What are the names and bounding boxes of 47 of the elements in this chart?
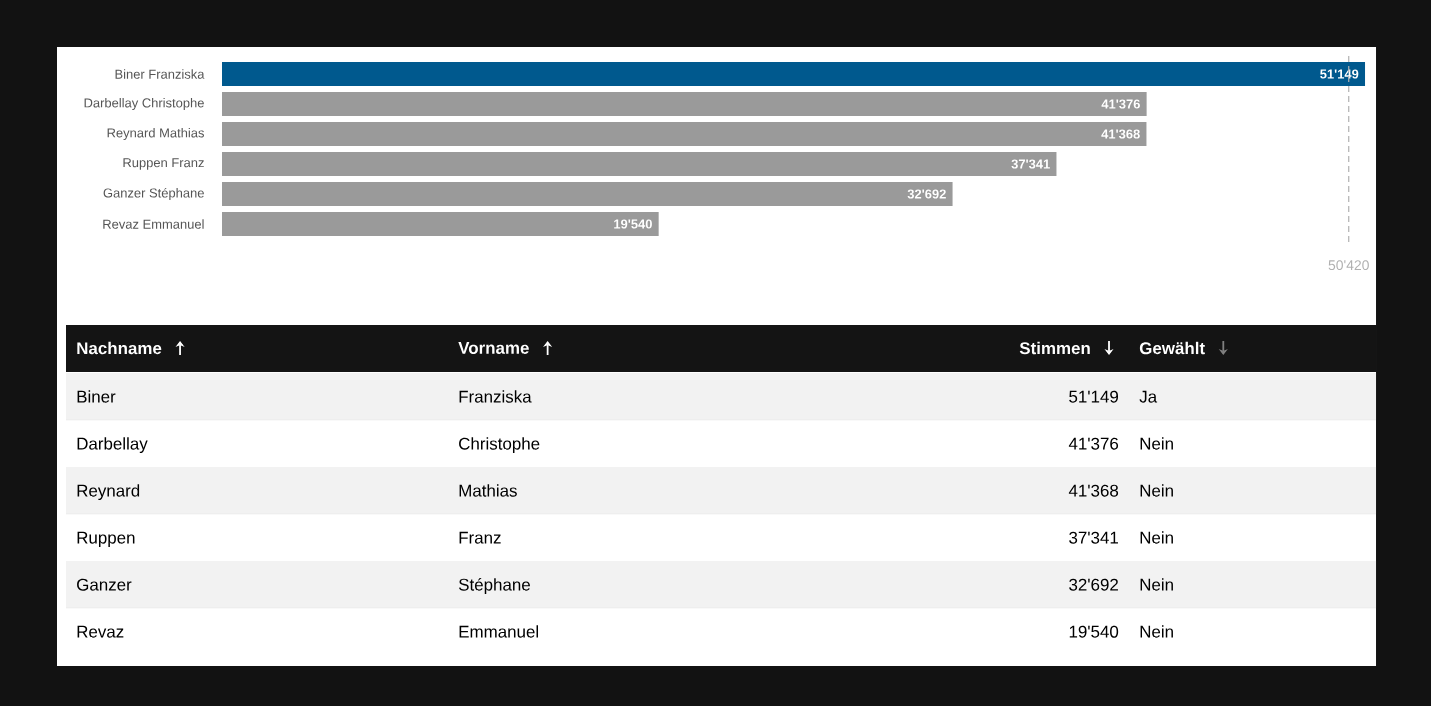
text: Ganzer [77,578,132,591]
bar [222,62,1366,87]
y-tick-label: Darbellay Christophe [84,97,204,111]
text: Emmanuel [459,625,539,638]
bar [222,92,1147,117]
text: Franz [459,531,501,544]
y-tick-label: Ganzer Stéphane [103,187,204,201]
y-tick-label: Revaz Emmanuel [103,219,204,229]
bar [222,212,659,237]
text: Nein [1140,531,1173,544]
text: Biner [77,390,116,403]
data-label: 32'692 [907,189,946,199]
text: Christophe [459,437,540,454]
text: Nein [1140,437,1173,450]
y-tick-label: Reynard Mathias [107,127,204,141]
data-label: 41'368 [1101,129,1140,139]
text: Stimmen [1019,341,1090,355]
data-label: 37'341 [1011,159,1050,169]
text: Stéphane [458,578,530,595]
text: 51'149 [1069,390,1119,403]
text: 41'376 [1068,437,1119,450]
bar [222,122,1147,147]
text: Ja [1139,390,1158,403]
text: Vorname [458,342,529,354]
text: Nein [1140,484,1173,497]
text: Darbellay [77,437,148,454]
text: Ruppen [77,531,135,548]
text: Nachname [77,341,162,355]
text: Mathias [459,484,517,497]
bar [222,182,953,207]
y-tick-label: Biner Franziska [115,69,205,79]
bar [222,152,1057,177]
text: 37'341 [1069,531,1118,544]
text: Nein [1140,625,1173,638]
text: 41'368 [1068,484,1119,497]
text: Gewählt [1139,341,1205,355]
text: 19'540 [1069,625,1119,638]
data-label: 19'540 [614,219,652,229]
text: Revaz [77,625,124,638]
y-tick-label: Ruppen Franz [123,158,204,170]
text: 32'692 [1069,578,1118,591]
ref-line-label: 50'420 [1328,260,1369,271]
data-label: 51'149 [1320,69,1359,79]
text: Reynard [77,484,140,501]
data-label: 41'376 [1101,99,1140,109]
text: Nein [1140,578,1173,591]
text: Franziska [459,390,532,403]
